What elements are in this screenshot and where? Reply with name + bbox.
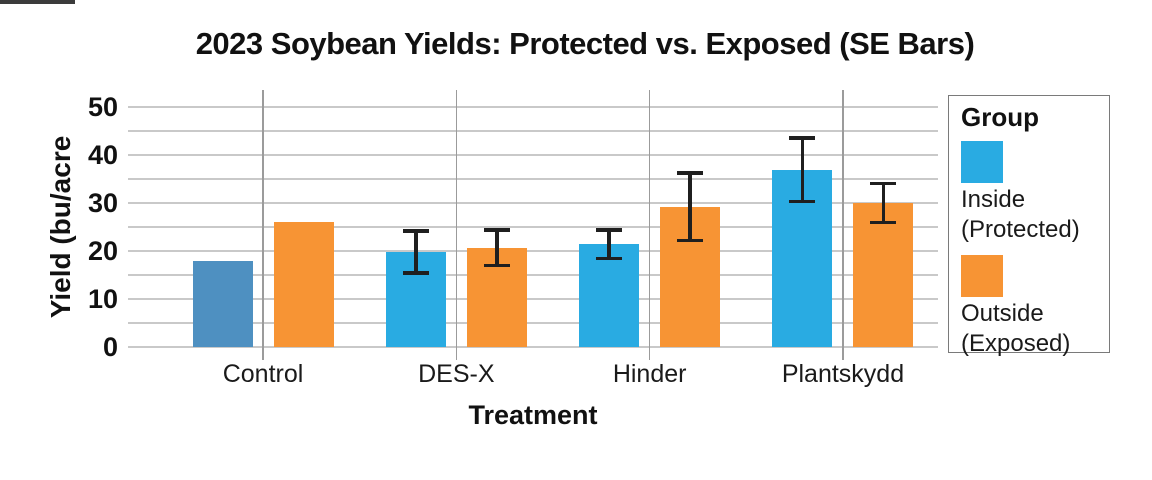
- errorbar-inside-hinder-cap-top: [596, 228, 623, 232]
- x-tick-label-plantskydd: Plantskydd: [781, 360, 905, 388]
- category-line-des-x: [455, 90, 458, 360]
- gridline-y-45: [128, 130, 938, 132]
- bar-inside-hinder: [579, 244, 640, 347]
- gridline-y-5: [128, 322, 938, 324]
- errorbar-outside-des-x-stem: [495, 229, 499, 266]
- gridline-y-50: [128, 106, 938, 108]
- y-tick-label-0: 0: [102, 332, 118, 362]
- legend-label-outside: Outside (Exposed): [961, 300, 1071, 357]
- errorbar-inside-plantskydd-stem: [800, 138, 805, 202]
- gridline-y-40: [128, 154, 938, 156]
- gridline-y-20: [128, 250, 938, 252]
- chart-title: 2023 Soybean Yields: Protected vs. Expos…: [195, 26, 975, 61]
- errorbar-outside-des-x-cap-bottom: [483, 263, 510, 268]
- y-tick-label-40: 40: [87, 140, 118, 170]
- errorbar-inside-des-x-cap-top: [402, 229, 429, 233]
- errorbar-outside-hinder-cap-bottom: [677, 238, 704, 243]
- errorbar-outside-plantskydd-stem: [881, 183, 886, 223]
- errorbar-outside-des-x-cap-top: [483, 228, 510, 232]
- y-tick-label-20: 20: [87, 236, 118, 266]
- gridline-y-30: [128, 202, 938, 204]
- errorbar-inside-hinder-stem: [607, 229, 611, 259]
- errorbar-outside-hinder-cap-top: [677, 171, 704, 175]
- bar-outside-control: [273, 222, 334, 347]
- errorbar-inside-des-x-stem: [414, 230, 418, 274]
- gridline-y-15: [128, 274, 938, 276]
- legend-title: Group: [961, 102, 1039, 132]
- legend-entry-inside: Inside (Protected): [961, 141, 1109, 245]
- y-tick-label-50: 50: [87, 92, 118, 122]
- legend-label-inside: Inside (Protected): [961, 186, 1080, 243]
- errorbar-outside-plantskydd-cap-top: [870, 181, 897, 186]
- category-line-control: [262, 90, 264, 360]
- category-line-hinder: [648, 90, 651, 360]
- x-tick-label-des-x: DES-X: [418, 360, 495, 388]
- errorbar-outside-plantskydd-cap-bottom: [870, 220, 897, 225]
- errorbar-inside-plantskydd-cap-top: [789, 136, 816, 140]
- legend: Group Inside (Protected) Outside (Expose…: [948, 95, 1110, 357]
- legend-entry-outside: Outside (Exposed): [961, 255, 1109, 359]
- legend-swatch-inside: [961, 141, 1003, 183]
- legend-swatch-outside: [961, 255, 1003, 297]
- x-tick-label-control: Control: [222, 360, 304, 388]
- errorbar-inside-hinder-cap-bottom: [596, 256, 623, 261]
- gridline-y-25: [128, 226, 938, 228]
- gridline-y-35: [128, 178, 938, 180]
- gridline-y-10: [128, 298, 938, 300]
- errorbar-outside-hinder-stem: [688, 173, 692, 241]
- errorbar-inside-des-x-cap-bottom: [402, 271, 429, 275]
- window-edge-strip: [0, 0, 75, 4]
- y-tick-label-30: 30: [87, 188, 118, 218]
- x-axis-label: Treatment: [468, 400, 598, 430]
- x-tick-label-hinder: Hinder: [612, 360, 687, 388]
- bar-inside-control: [192, 260, 253, 347]
- gridline-y-0: [128, 346, 938, 348]
- category-line-plantskydd: [842, 90, 844, 360]
- errorbar-inside-plantskydd-cap-bottom: [789, 199, 816, 204]
- bar-outside-plantskydd: [853, 203, 914, 347]
- y-tick-label-10: 10: [87, 284, 118, 314]
